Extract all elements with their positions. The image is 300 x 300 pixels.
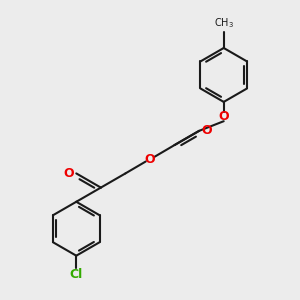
Text: O: O bbox=[63, 167, 74, 180]
Text: O: O bbox=[145, 153, 155, 166]
Text: O: O bbox=[218, 110, 229, 123]
Text: O: O bbox=[201, 124, 212, 137]
Text: Cl: Cl bbox=[70, 268, 83, 281]
Text: CH$_3$: CH$_3$ bbox=[214, 16, 234, 30]
